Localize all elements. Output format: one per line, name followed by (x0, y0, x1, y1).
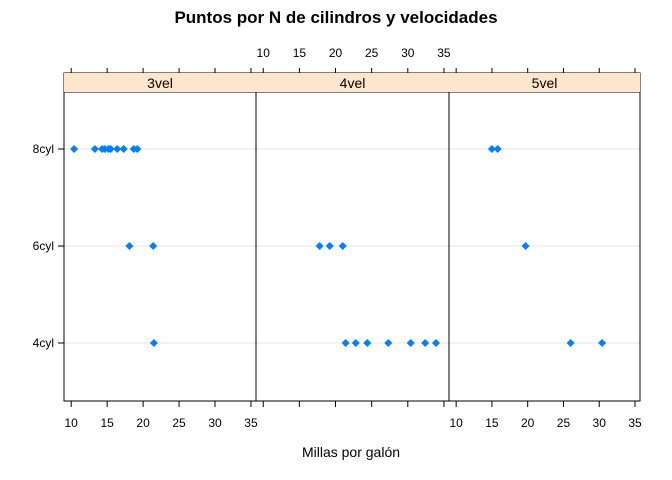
data-point (113, 144, 122, 154)
x-tick-label-bottom: 25 (557, 416, 571, 430)
data-point (493, 144, 502, 154)
panel-frames (63, 72, 641, 402)
x-tick-label-bottom: 20 (136, 416, 150, 430)
x-tick-label-top: 10 (257, 46, 271, 60)
data-point (431, 338, 441, 348)
plot-area: 10 15 20 25 30 35 10 15 20 25 30 35 10 15 20 25 30 35 4cyl… (33, 46, 642, 430)
x-tick-label-bottom: 10 (449, 416, 463, 430)
data-point (406, 338, 415, 348)
strip-label-4vel: 4vel (340, 75, 366, 91)
data-point (70, 144, 79, 154)
x-tick-label-bottom: 15 (100, 416, 114, 430)
x-tick-label-top: 15 (293, 46, 307, 60)
y-tick-label-4cyl: 4cyl (33, 336, 54, 350)
strip-label-3vel: 3vel (147, 75, 173, 91)
x-tick-label-bottom: 10 (65, 416, 79, 430)
strip-3vel (64, 73, 256, 92)
points (70, 144, 607, 348)
data-point (421, 338, 430, 348)
data-point (598, 338, 607, 348)
data-point (384, 338, 393, 348)
panel-frame-3vel (63, 72, 257, 402)
data-point (106, 144, 115, 154)
y-tick-label-8cyl: 8cyl (33, 142, 54, 156)
data-point (566, 338, 575, 348)
data-point (133, 144, 142, 154)
data-point (149, 338, 158, 348)
data-point (90, 144, 99, 154)
panel-frame-5vel (448, 72, 641, 402)
data-point (119, 144, 128, 154)
data-point (125, 241, 134, 251)
x-axis-label: Millas por galón (302, 444, 400, 460)
axis-ticks: 10 15 20 25 30 35 10 15 20 25 30 35 10 15 20 25 30 35 4cyl… (33, 46, 642, 430)
data-point (315, 241, 324, 251)
x-tick-label-top: 25 (365, 46, 379, 60)
x-tick-label-bottom: 15 (485, 416, 499, 430)
x-tick-label-bottom: 20 (521, 416, 535, 430)
x-tick-label-top: 30 (401, 46, 415, 60)
data-point (341, 338, 350, 348)
strip-4vel (256, 73, 449, 92)
strip-5vel (449, 73, 640, 92)
data-point (325, 241, 334, 251)
data-point (149, 241, 158, 251)
x-tick-label-bottom: 30 (593, 416, 607, 430)
data-point (351, 338, 360, 348)
panel-frame-4vel (255, 72, 450, 402)
data-point (338, 241, 347, 251)
x-tick-label-bottom: 35 (244, 416, 258, 430)
x-tick-label-bottom: 35 (628, 416, 642, 430)
data-point (363, 338, 372, 348)
x-tick-label-top: 20 (329, 46, 343, 60)
x-tick-label-top: 35 (437, 46, 451, 60)
y-tick-label-6cyl: 6cyl (33, 239, 54, 253)
strip-label-5vel: 5vel (532, 75, 558, 91)
chart-title: Puntos por N de cilindros y velocidades (174, 8, 497, 27)
x-tick-label-bottom: 25 (172, 416, 186, 430)
data-point (521, 241, 530, 251)
data-point (487, 144, 496, 154)
x-tick-label-bottom: 30 (208, 416, 222, 430)
